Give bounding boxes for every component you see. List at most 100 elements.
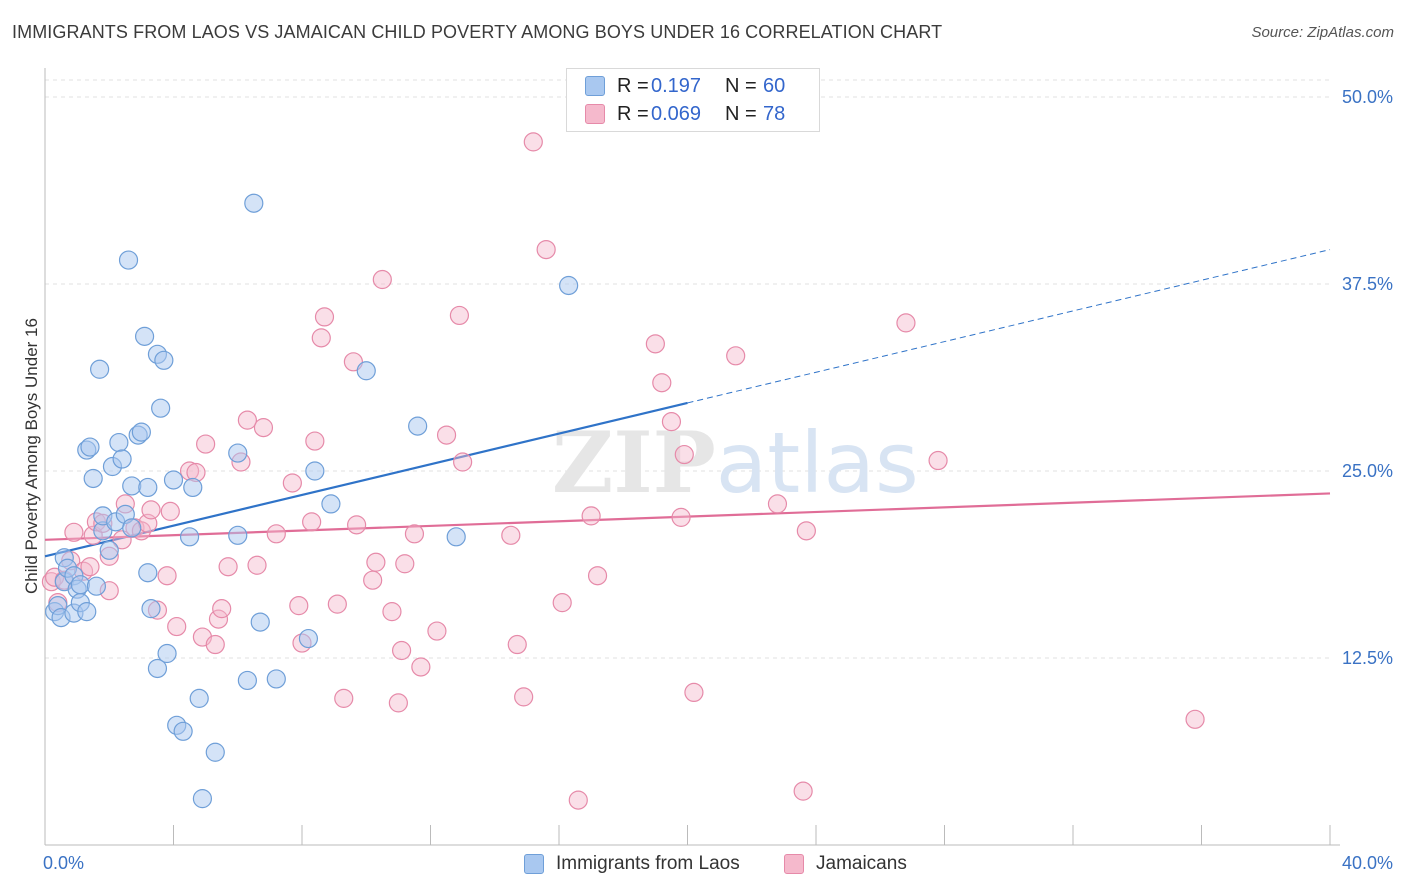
point-jamaicans-47 <box>363 570 383 590</box>
legend-label-jamaicans: Jamaicans <box>816 853 907 874</box>
trend-line-laos-projection <box>687 249 1331 404</box>
x-tick-label-1: 40.0% <box>1342 853 1393 873</box>
point-jamaicans-49 <box>372 269 392 290</box>
point-laos-31 <box>138 563 158 583</box>
point-jamaicans-46 <box>347 515 367 535</box>
point-jamaicans-76 <box>767 494 788 514</box>
correlation-legend: R = 0.197 N = 60 R = 0.069 N = 78 <box>566 68 820 132</box>
point-laos-45 <box>192 789 213 809</box>
x-tick-label-0: 0.0% <box>43 853 84 873</box>
n-value-jamaicans: 78 <box>763 102 786 125</box>
point-jamaicans-20 <box>157 566 177 586</box>
point-jamaicans-35 <box>266 524 286 544</box>
point-laos-39 <box>163 470 184 490</box>
point-jamaicans-80 <box>928 450 948 471</box>
n-label: N = <box>725 74 757 97</box>
point-laos-26 <box>122 518 142 538</box>
point-jamaicans-66 <box>568 790 588 810</box>
series-legend: Immigrants from Laos Jamaicans <box>0 851 1406 877</box>
point-jamaicans-34 <box>253 418 274 438</box>
point-laos-48 <box>228 443 248 463</box>
point-jamaicans-7 <box>80 557 100 577</box>
y-tick-label-3: 50.0% <box>1342 87 1393 107</box>
point-laos-15 <box>86 576 107 596</box>
point-jamaicans-72 <box>671 507 691 527</box>
jamaicans-legend-swatch <box>784 854 804 874</box>
point-jamaicans-27 <box>205 634 225 655</box>
point-jamaicans-54 <box>404 524 425 544</box>
point-jamaicans-42 <box>314 307 335 327</box>
point-jamaicans-39 <box>302 512 322 532</box>
tick-labels: 12.5% 25.0% 37.5% 50.0% 0.0% 40.0% <box>43 87 1393 873</box>
trend-line-jamaicans <box>44 492 1331 541</box>
point-laos-27 <box>122 476 142 496</box>
point-jamaicans-59 <box>453 452 473 472</box>
point-jamaicans-18 <box>141 500 161 520</box>
point-jamaicans-29 <box>212 599 232 619</box>
point-laos-34 <box>147 658 168 679</box>
point-jamaicans-48 <box>366 552 386 572</box>
point-laos-53 <box>298 628 319 649</box>
point-jamaicans-69 <box>645 334 665 354</box>
point-jamaicans-53 <box>395 554 415 574</box>
point-jamaicans-52 <box>391 640 412 661</box>
point-jamaicans-40 <box>305 431 325 451</box>
r-label: R = <box>617 74 649 97</box>
y-tick-label-2: 37.5% <box>1342 274 1393 294</box>
point-laos-36 <box>151 398 171 418</box>
point-jamaicans-74 <box>684 682 704 703</box>
point-jamaicans-43 <box>327 594 347 614</box>
laos-legend-swatch <box>524 854 544 874</box>
point-laos-58 <box>446 527 466 547</box>
y-tick-label-1: 25.0% <box>1342 461 1393 481</box>
point-laos-47 <box>228 525 248 545</box>
point-jamaicans-67 <box>581 506 601 526</box>
legend-item-laos: Immigrants from Laos <box>524 851 740 877</box>
point-jamaicans-32 <box>237 410 257 430</box>
point-jamaicans-77 <box>793 781 813 801</box>
point-laos-25 <box>118 250 139 270</box>
n-label: N = <box>725 102 757 125</box>
r-value-jamaicans: 0.069 <box>651 102 702 125</box>
chart-title: IMMIGRANTS FROM LAOS VS JAMAICAN CHILD P… <box>12 22 943 42</box>
point-laos-43 <box>183 477 203 498</box>
point-jamaicans-81 <box>1185 709 1205 729</box>
legend-row-jamaicans: R = 0.069 N = 78 <box>585 101 785 127</box>
legend-label-laos: Immigrants from Laos <box>556 853 740 874</box>
r-value-laos: 0.197 <box>651 74 702 97</box>
point-laos-41 <box>173 721 193 741</box>
point-laos-10 <box>70 575 90 595</box>
legend-row-laos: R = 0.197 N = 60 <box>585 73 785 99</box>
point-jamaicans-70 <box>652 373 672 393</box>
y-axis-label: Child Poverty Among Boys Under 16 <box>22 318 41 594</box>
point-jamaicans-33 <box>247 555 267 575</box>
point-laos-56 <box>356 361 376 381</box>
point-jamaicans-64 <box>536 239 556 260</box>
legend-item-jamaicans: Jamaicans <box>784 851 907 877</box>
gridlines <box>45 79 1330 659</box>
point-jamaicans-62 <box>514 687 534 707</box>
axes <box>44 68 1340 846</box>
point-jamaicans-28 <box>208 609 229 629</box>
point-laos-11 <box>77 602 97 622</box>
point-jamaicans-5 <box>64 522 84 542</box>
point-jamaicans-73 <box>674 444 694 465</box>
point-jamaicans-65 <box>552 593 572 613</box>
point-jamaicans-75 <box>726 346 746 366</box>
watermark: ZIPatlas <box>552 413 919 512</box>
point-laos-50 <box>244 193 264 213</box>
point-jamaicans-36 <box>282 473 302 493</box>
laos-swatch <box>585 76 605 96</box>
point-laos-32 <box>138 477 158 498</box>
point-laos-55 <box>321 494 341 514</box>
source-label: Source: ZipAtlas.com <box>1251 24 1394 41</box>
point-jamaicans-60 <box>501 525 521 545</box>
point-jamaicans-79 <box>896 313 916 333</box>
point-laos-14 <box>83 468 103 489</box>
point-jamaicans-51 <box>388 693 408 713</box>
point-jamaicans-41 <box>311 328 331 348</box>
point-jamaicans-57 <box>436 425 457 445</box>
point-laos-29 <box>131 422 151 442</box>
point-jamaicans-26 <box>196 434 216 454</box>
